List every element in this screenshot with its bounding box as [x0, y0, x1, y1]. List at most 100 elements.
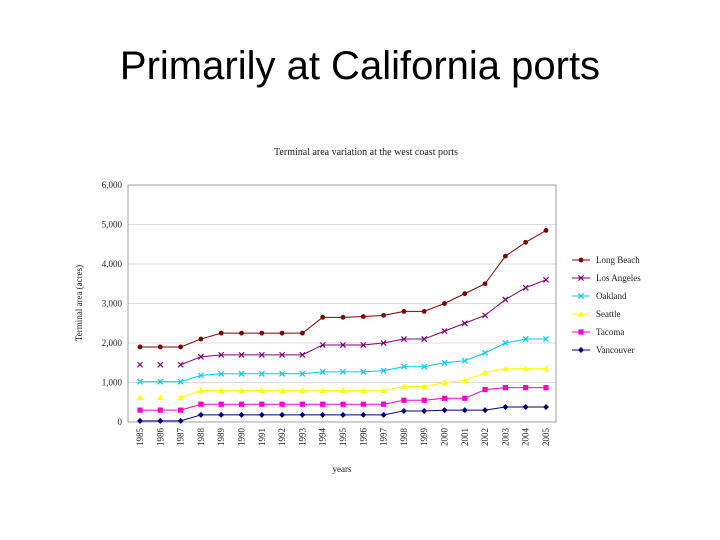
- data-point: [259, 401, 265, 407]
- data-point: [360, 401, 366, 407]
- data-point: [542, 276, 550, 283]
- legend-item: Seattle: [572, 309, 621, 319]
- data-point: [197, 387, 205, 393]
- data-point: [462, 395, 468, 401]
- data-point: [177, 394, 184, 401]
- data-point: [319, 387, 326, 393]
- x-tick-label: 1991: [257, 428, 267, 446]
- y-axis-ticks: 0 1,000 2,000 3,000 4,000 5,000 6,000: [102, 180, 123, 427]
- x-tick-label: 2000: [440, 428, 450, 447]
- data-point: [381, 401, 387, 407]
- data-point: [339, 341, 347, 348]
- data-point: [543, 403, 549, 410]
- data-point: [522, 365, 529, 372]
- data-point: [400, 407, 407, 414]
- data-point: [258, 387, 265, 393]
- x-tick-label: 1989: [216, 428, 226, 447]
- y-tick-label: 5,000: [102, 220, 123, 230]
- gridlines: [128, 224, 556, 383]
- series-oakland: [136, 336, 550, 385]
- data-point: [157, 417, 164, 424]
- data-point: [502, 365, 509, 372]
- series-los-angeles: [136, 276, 550, 368]
- x-tick-label: 1998: [399, 428, 409, 447]
- legend-marker: [578, 329, 584, 335]
- data-point: [380, 411, 387, 418]
- legend-item: Los Angeles: [572, 273, 641, 283]
- data-point: [218, 370, 225, 377]
- data-point: [320, 401, 326, 407]
- data-point: [340, 314, 346, 320]
- legend-marker: [577, 274, 585, 282]
- data-point: [380, 367, 387, 374]
- x-tick-label: 2002: [480, 428, 490, 446]
- data-point: [523, 385, 529, 391]
- series-line: [180, 279, 547, 366]
- data-point: [462, 291, 468, 297]
- data-point: [319, 368, 326, 375]
- legend-marker: [578, 347, 584, 353]
- data-point: [218, 401, 224, 407]
- x-tick-label: 1993: [297, 428, 307, 447]
- data-point: [482, 281, 488, 287]
- data-point: [258, 351, 265, 358]
- data-point: [177, 361, 184, 368]
- data-point: [522, 336, 529, 343]
- data-point: [503, 253, 508, 259]
- data-point: [441, 328, 448, 335]
- legend-label: Seattle: [596, 309, 621, 319]
- data-point: [502, 385, 508, 391]
- data-point: [481, 369, 489, 376]
- data-point: [157, 361, 164, 368]
- legend-label: Oakland: [596, 291, 627, 301]
- data-point: [441, 379, 448, 386]
- data-point: [360, 411, 367, 418]
- data-point: [482, 349, 489, 356]
- data-point: [137, 417, 143, 424]
- legend-item: Tacoma: [572, 327, 624, 337]
- data-point: [238, 387, 245, 393]
- data-point: [319, 341, 326, 348]
- data-point: [542, 336, 550, 343]
- data-point: [157, 407, 163, 413]
- series-long-beach: [137, 228, 549, 350]
- data-point: [299, 387, 306, 393]
- legend-label: Vancouver: [596, 345, 634, 355]
- legend: Long Beach Los Angeles Oakland Seattle Tacom…: [572, 255, 641, 355]
- series-vancouver: [137, 403, 549, 424]
- data-point: [279, 370, 286, 377]
- data-point: [279, 401, 285, 407]
- y-tick-label: 6,000: [102, 180, 123, 190]
- data-point: [522, 284, 529, 291]
- x-tick-label: 1995: [338, 428, 348, 447]
- data-point: [238, 411, 245, 418]
- data-point: [258, 411, 265, 418]
- x-tick-label: 1994: [318, 428, 328, 447]
- y-tick-label: 3,000: [102, 299, 123, 309]
- data-point: [441, 407, 448, 414]
- data-point: [177, 378, 184, 385]
- data-point: [239, 330, 244, 336]
- data-point: [299, 401, 305, 407]
- data-point: [178, 344, 184, 350]
- legend-marker: [577, 292, 585, 300]
- data-point: [218, 387, 225, 393]
- data-point: [360, 368, 367, 375]
- data-point: [218, 351, 225, 358]
- data-point: [238, 351, 245, 358]
- x-tick-label: 2001: [460, 428, 470, 446]
- data-point: [441, 395, 448, 401]
- data-point: [198, 336, 204, 342]
- data-point: [157, 378, 164, 385]
- x-tick-label: 1999: [419, 428, 429, 447]
- series-line: [180, 368, 546, 398]
- data-point: [197, 353, 204, 360]
- data-point: [461, 320, 468, 327]
- x-tick-label: 2004: [521, 428, 531, 447]
- series-seattle: [136, 365, 550, 401]
- series-line: [140, 229, 547, 348]
- data-point: [136, 394, 144, 401]
- legend-label: Los Angeles: [596, 273, 641, 283]
- data-point: [482, 312, 489, 319]
- data-point: [320, 314, 326, 320]
